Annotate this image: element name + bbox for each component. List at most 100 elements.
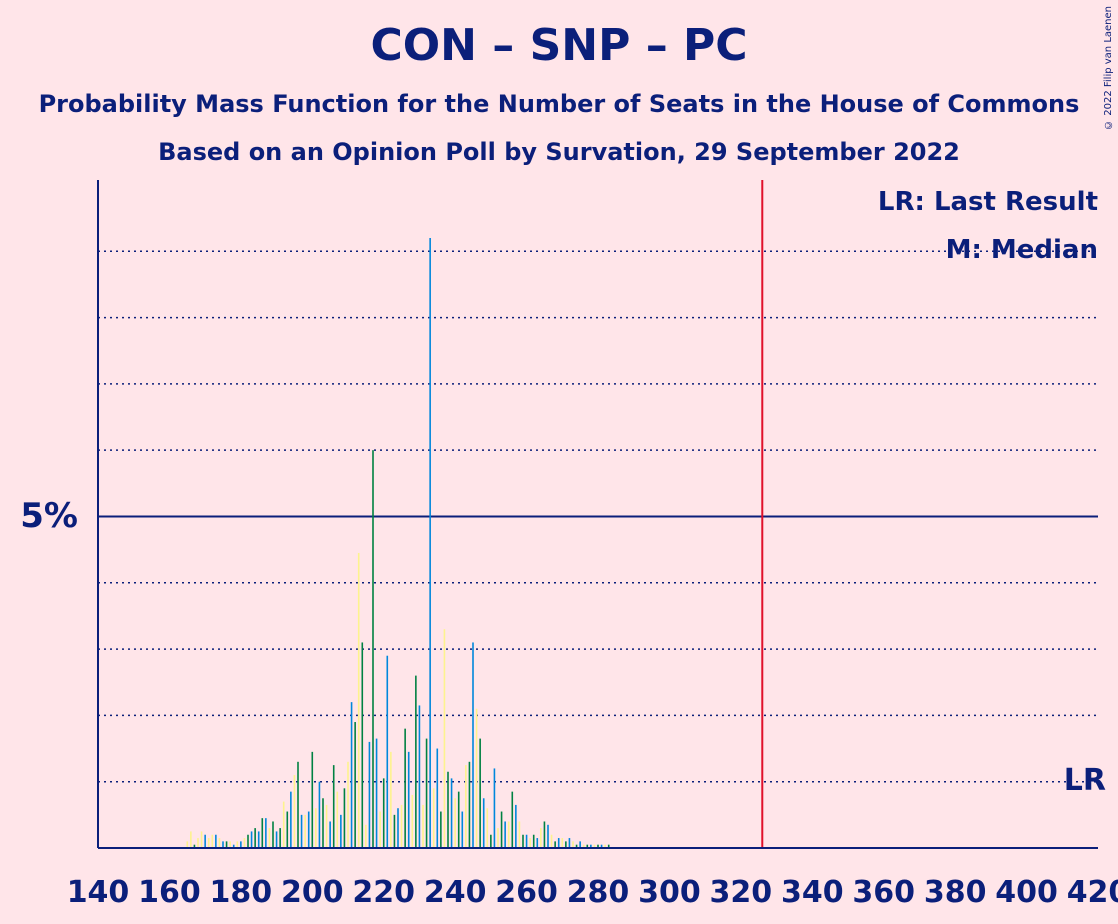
bar-253 xyxy=(501,812,503,848)
bar-225 xyxy=(401,805,403,848)
bar-202 xyxy=(319,782,321,848)
bar-208 xyxy=(340,815,342,848)
bars xyxy=(186,238,609,848)
bar-251 xyxy=(494,768,496,848)
bar-230 xyxy=(419,705,421,848)
x-tick-label-160: 160 xyxy=(138,875,201,910)
x-tick-label-360: 360 xyxy=(852,875,915,910)
bar-196 xyxy=(297,762,299,848)
x-tick-label-380: 380 xyxy=(924,875,987,910)
bar-247 xyxy=(479,739,481,848)
bar-241 xyxy=(458,792,460,848)
bar-173 xyxy=(215,835,217,848)
bar-257 xyxy=(515,805,517,848)
y-tick-label-5: 5% xyxy=(20,496,78,536)
bar-261 xyxy=(529,838,531,848)
bar-191 xyxy=(279,828,281,848)
bar-190 xyxy=(276,831,278,848)
bar-209 xyxy=(344,788,346,848)
bar-233 xyxy=(429,238,431,848)
bar-170 xyxy=(204,835,206,848)
x-tick-label-400: 400 xyxy=(995,875,1058,910)
x-tick-label-140: 140 xyxy=(67,875,130,910)
bar-218 xyxy=(376,739,378,848)
bar-168 xyxy=(197,838,199,848)
bar-193 xyxy=(286,812,288,848)
bar-171 xyxy=(208,838,210,848)
bar-232 xyxy=(426,739,428,848)
bar-245 xyxy=(472,642,474,848)
bar-169 xyxy=(201,831,203,848)
bar-212 xyxy=(354,722,356,848)
bar-219 xyxy=(379,812,381,848)
bar-246 xyxy=(476,709,478,848)
bar-255 xyxy=(508,821,510,848)
bar-198 xyxy=(304,815,306,848)
bar-189 xyxy=(272,821,274,848)
bar-192 xyxy=(283,802,285,848)
bar-244 xyxy=(469,762,471,848)
bar-260 xyxy=(526,835,528,848)
x-tick-labels: 140 160 180 200 220 240 260 280 300 320 340 360 380 4… xyxy=(67,875,1118,910)
bar-182 xyxy=(247,835,249,848)
bar-266 xyxy=(547,825,549,848)
bar-263 xyxy=(536,838,538,848)
bar-183 xyxy=(251,831,253,848)
bar-248 xyxy=(483,798,485,848)
bar-172 xyxy=(211,835,213,848)
bar-234 xyxy=(433,788,435,848)
bar-242 xyxy=(461,812,463,848)
bar-197 xyxy=(301,815,303,848)
bar-254 xyxy=(504,821,506,848)
x-tick-label-240: 240 xyxy=(424,875,487,910)
bar-240 xyxy=(454,798,456,848)
x-tick-label-260: 260 xyxy=(495,875,558,910)
bar-185 xyxy=(258,831,260,848)
bar-223 xyxy=(394,815,396,848)
bar-210 xyxy=(347,762,349,848)
x-tick-label-420: 420 xyxy=(1067,875,1118,910)
bar-207 xyxy=(336,792,338,848)
bar-258 xyxy=(519,821,521,848)
bar-205 xyxy=(329,821,331,848)
x-tick-label-340: 340 xyxy=(781,875,844,910)
bar-222 xyxy=(390,752,392,848)
bar-206 xyxy=(333,765,335,848)
grid-lines xyxy=(98,251,1098,781)
bar-252 xyxy=(497,828,499,848)
bar-215 xyxy=(365,825,367,848)
bar-272 xyxy=(569,838,571,848)
bar-214 xyxy=(361,642,363,848)
bar-216 xyxy=(369,742,371,848)
bar-195 xyxy=(294,775,296,848)
bar-250 xyxy=(490,835,492,848)
bar-265 xyxy=(544,821,546,848)
bar-270 xyxy=(561,838,563,848)
bar-204 xyxy=(326,805,328,848)
bar-269 xyxy=(558,838,560,848)
bar-213 xyxy=(358,553,360,848)
bar-201 xyxy=(315,808,317,848)
bar-211 xyxy=(351,702,353,848)
bar-166 xyxy=(190,831,192,848)
bar-249 xyxy=(486,808,488,848)
bar-194 xyxy=(290,792,292,848)
bar-236 xyxy=(440,812,442,848)
bar-174 xyxy=(219,838,221,848)
x-tick-label-180: 180 xyxy=(210,875,273,910)
x-tick-label-220: 220 xyxy=(352,875,415,910)
bar-267 xyxy=(551,835,553,848)
legend-last-result: LR: Last Result xyxy=(878,187,1098,217)
bar-238 xyxy=(447,772,449,848)
bar-256 xyxy=(511,792,513,848)
bar-200 xyxy=(311,752,313,848)
x-tick-label-300: 300 xyxy=(638,875,701,910)
bar-217 xyxy=(372,450,374,848)
bar-228 xyxy=(411,795,413,848)
x-tick-label-200: 200 xyxy=(281,875,344,910)
bar-227 xyxy=(408,752,410,848)
bar-181 xyxy=(244,838,246,848)
bar-187 xyxy=(265,818,267,848)
bar-220 xyxy=(383,778,385,848)
